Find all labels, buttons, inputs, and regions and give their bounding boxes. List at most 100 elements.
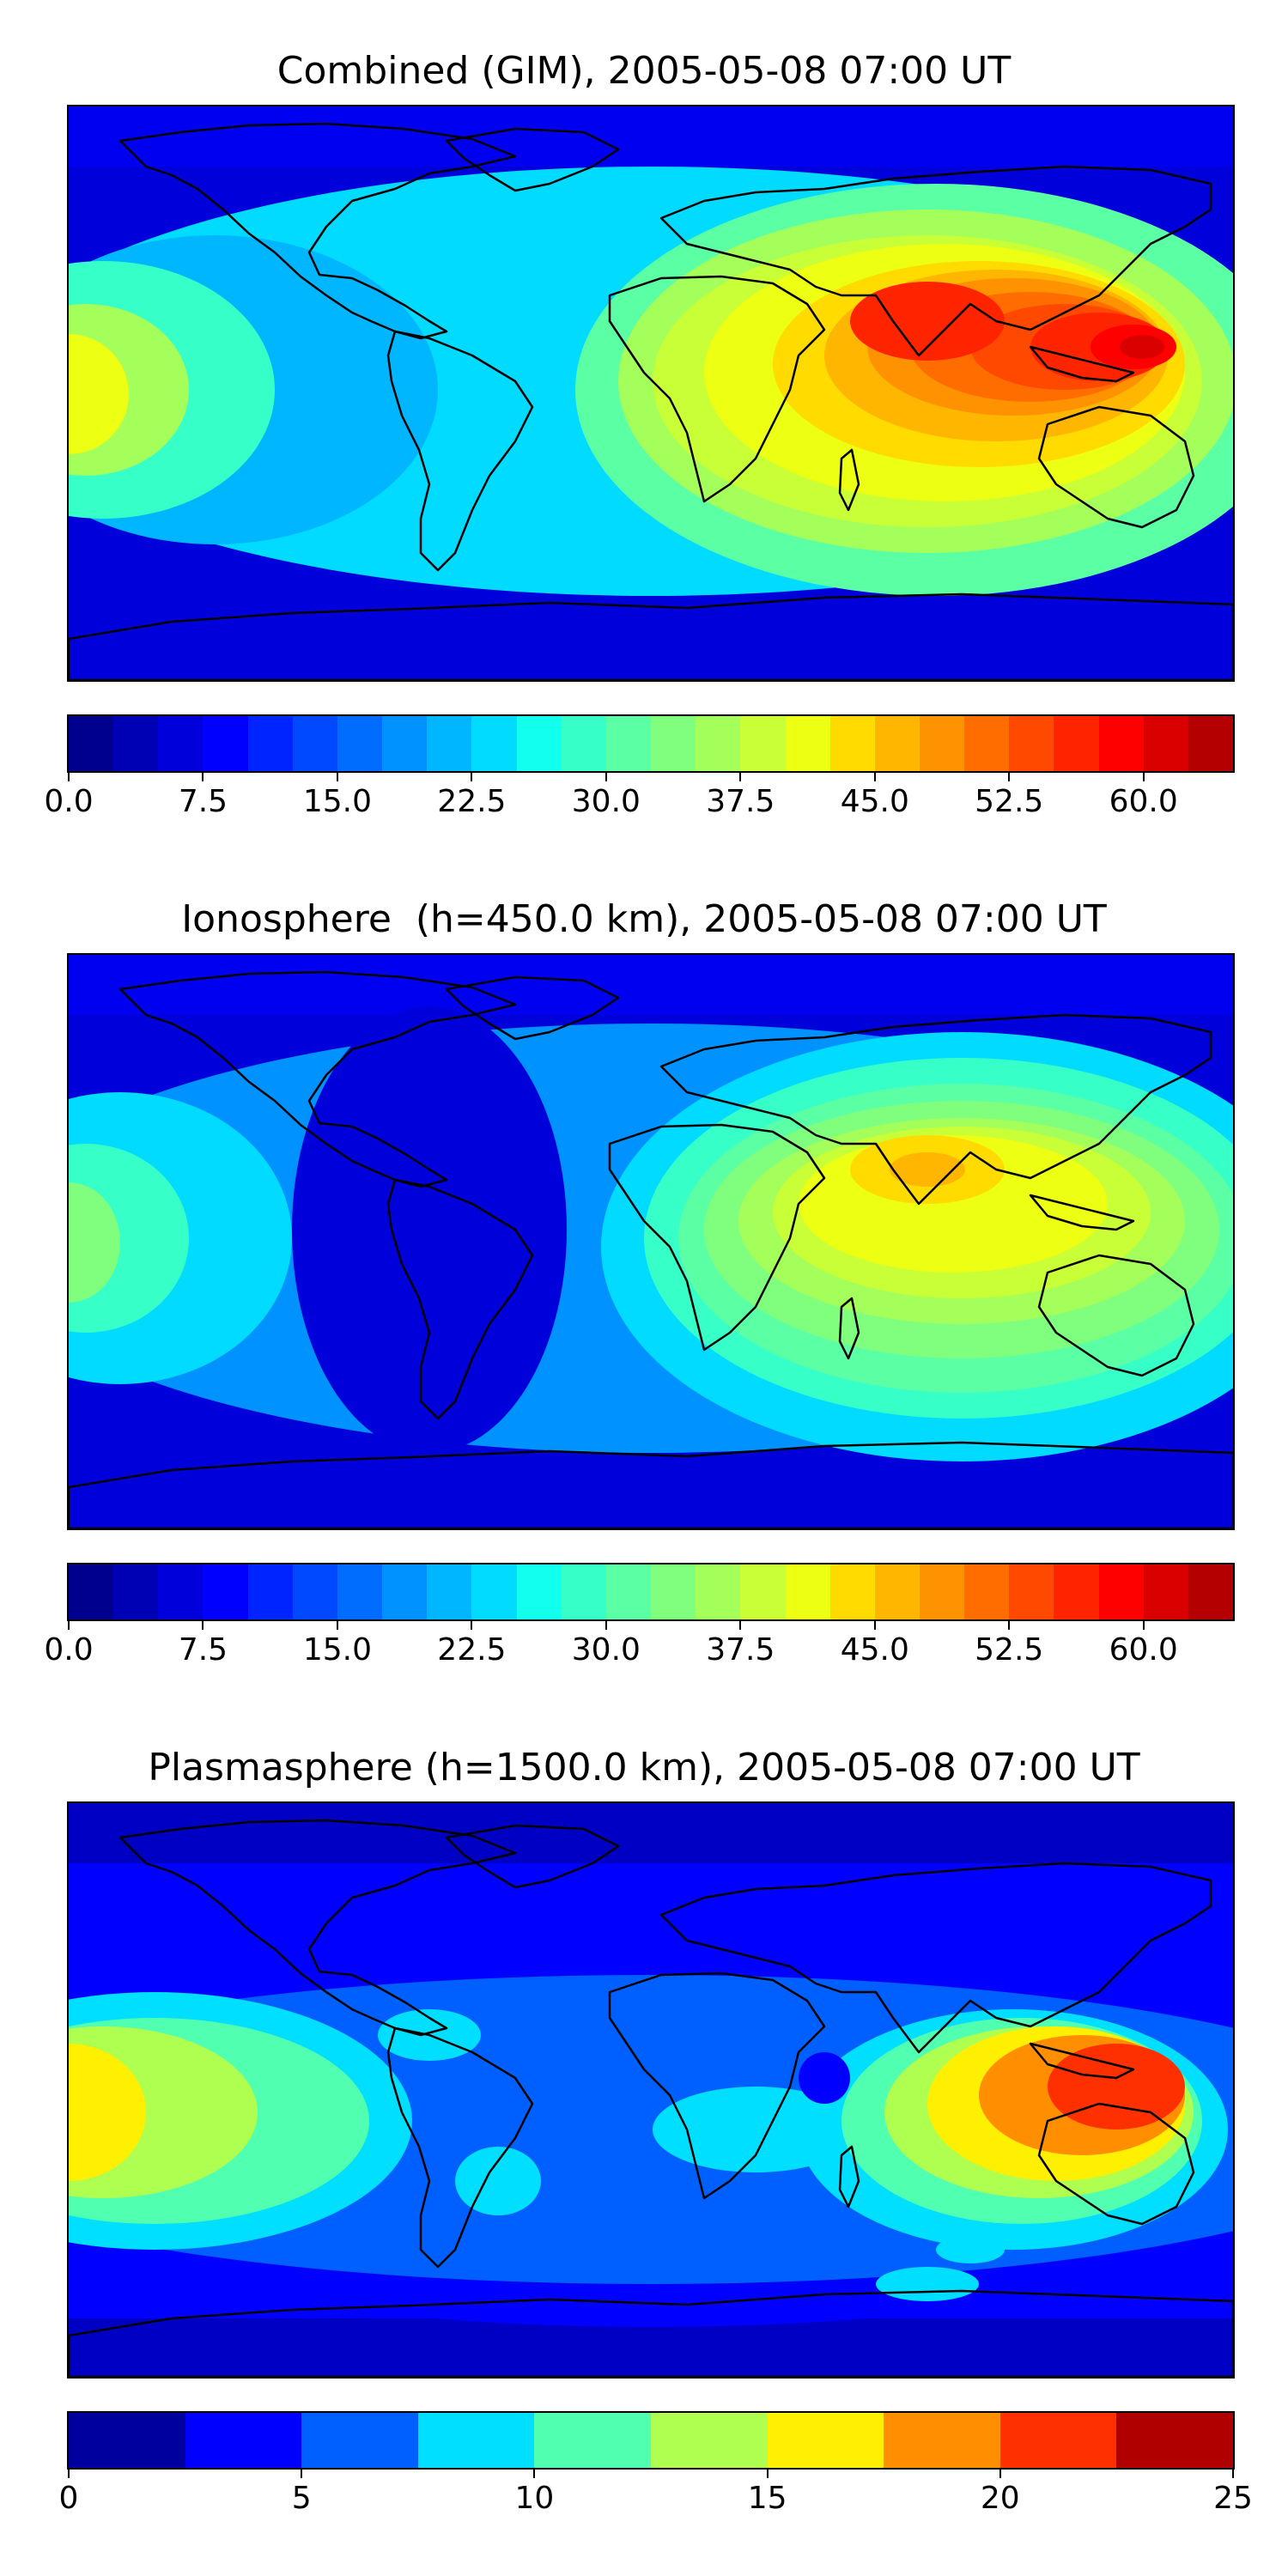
coastline [659,165,1212,357]
coastline [386,1178,534,1420]
colorbar-level [471,716,517,771]
map-combined [67,105,1235,682]
colorbar-level [829,1564,875,1619]
colorbar-tick [68,2468,70,2478]
colorbar-tick-label: 30.0 [571,784,641,819]
coastline [386,2026,534,2269]
colorbar-level [337,1564,383,1619]
colorbar-tick-label: 10 [514,2481,555,2516]
colorbar-level [471,1564,517,1619]
colorbar-tick [739,1619,742,1630]
colorbar-level [874,716,920,771]
colorbar-level [158,716,204,771]
tec-map-svg [69,106,1233,680]
coastline [838,2145,860,2208]
colorbar-tick-label: 0 [58,2481,79,2516]
colorbar-level [417,2413,535,2468]
colorbar-level [740,1564,786,1619]
colorbar-level [561,1564,606,1619]
coastline [445,127,620,192]
colorbar-tick-label: 15.0 [302,1632,372,1668]
colorbar [67,2411,1235,2470]
colorbar-tick [202,771,204,781]
colorbar-tick [1008,1619,1011,1630]
colorbar-tick [1008,771,1011,781]
field-contour [1120,335,1164,359]
field-contour [69,2044,146,2181]
colorbar-level [382,1564,428,1619]
colorbar-level [605,716,652,771]
coastline [838,448,860,512]
colorbar-level [247,1564,293,1619]
colorbar-level [651,716,696,771]
coastline [608,1971,826,2200]
colorbar-level [247,716,293,771]
colorbar-level [696,1564,741,1619]
colorbar-tick-label: 60.0 [1109,1632,1178,1668]
field-contour [69,1182,120,1303]
panel-title: Combined (GIM), 2005-05-08 07:00 UT [276,49,1012,93]
colorbar-level [964,716,1010,771]
colorbar-tick-label: 37.5 [706,1632,775,1668]
colorbar-level [534,2413,651,2468]
colorbar-level [1009,716,1054,771]
field-contour [292,1006,567,1453]
colorbar-level [1143,716,1188,771]
colorbar-level [382,716,428,771]
colorbar-level [1143,1564,1188,1619]
colorbar-level [964,1564,1010,1619]
colorbar-level [337,716,383,771]
colorbar-tick-label: 15.0 [302,784,372,819]
colorbar-level [203,716,248,771]
colorbar-level [69,2413,185,2468]
colorbar-tick-label: 7.5 [178,784,228,819]
colorbar-tick-label: 45.0 [840,784,909,819]
colorbar-tick [68,771,70,781]
field-contour [850,282,1005,361]
coastline [1037,2102,1195,2226]
colorbar-level [919,716,965,771]
colorbar-tick-label: 7.5 [178,1632,228,1668]
coastline [608,275,826,503]
colorbar-level [69,716,114,771]
colorbar-level [1188,716,1234,771]
colorbar-tick-label: 0.0 [44,784,94,819]
colorbar-tick-label: 60.0 [1109,784,1178,819]
colorbar-tick-label: 15 [747,2481,787,2516]
colorbar-level [516,1564,562,1619]
colorbar-level [158,1564,204,1619]
coastline [838,1297,860,1360]
colorbar-level [1098,716,1144,771]
coastline [1029,2042,1135,2080]
colorbar-level [516,716,562,771]
coastline [1037,1254,1195,1377]
colorbar-level [1116,2413,1233,2468]
colorbar-level [696,716,741,771]
colorbar-tick-label: 45.0 [840,1632,909,1668]
colorbar-level [919,1564,965,1619]
coastline [1029,345,1135,383]
colorbar-level [69,1564,114,1619]
colorbar-level [292,716,337,771]
colorbar-tick [533,2468,536,2478]
field-contour [936,2236,1005,2263]
field-polar-south [69,1470,1233,1528]
field-polar-south [69,2318,1233,2377]
colorbar-tick [1142,771,1145,781]
colorbar-tick [873,1619,876,1630]
field-contour [799,2052,850,2104]
colorbar-tick-label: 37.5 [706,784,775,819]
colorbar-tick-label: 22.5 [437,784,507,819]
colorbar-level [651,1564,696,1619]
colorbar-tick [873,771,876,781]
colorbar [67,714,1235,773]
colorbar-level [301,2413,418,2468]
coastline [69,2289,1233,2377]
coastline [445,1824,620,1889]
field-contour [876,2267,979,2301]
colorbar-level [203,1564,248,1619]
colorbar-level [1098,1564,1144,1619]
colorbar-tick [301,2468,303,2478]
field-polar-south [69,622,1233,680]
tec-map-svg [69,1803,1233,2377]
